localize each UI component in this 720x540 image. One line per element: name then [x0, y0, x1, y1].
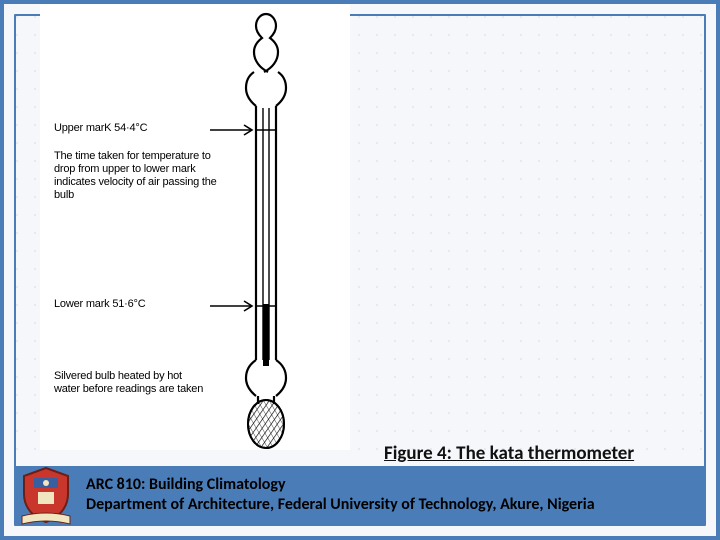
footer-band: ARC 810: Building Climatology Department… [14, 466, 706, 524]
figure-panel: Upper marK 54·4°C The time taken for tem… [40, 4, 350, 450]
label-explanation: The time taken for temperature to drop f… [54, 150, 224, 202]
label-lower-mark: Lower mark 51·6°C [54, 298, 214, 311]
university-crest-icon [16, 464, 76, 528]
label-bulb-note: Silvered bulb heated by hot water before… [54, 370, 204, 396]
footer-course: ARC 810: Building Climatology [86, 475, 595, 495]
footer-department: Department of Architecture, Federal Univ… [86, 495, 595, 515]
slide-frame: Upper marK 54·4°C The time taken for tem… [0, 0, 720, 540]
label-upper-mark: Upper marK 54·4°C [54, 122, 214, 135]
footer-text-block: ARC 810: Building Climatology Department… [86, 475, 595, 515]
figure-caption: Figure 4: The kata thermometer [384, 442, 634, 465]
